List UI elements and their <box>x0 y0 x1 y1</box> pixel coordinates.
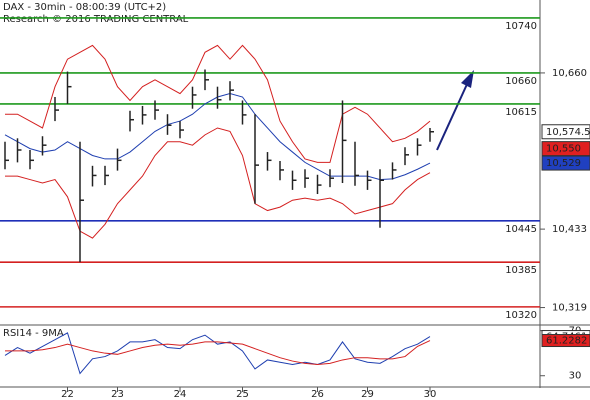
price-marker <box>541 155 590 171</box>
price-marker <box>541 124 590 140</box>
rsi-line <box>5 340 431 365</box>
value-marker <box>541 334 590 348</box>
x-tick-label: 26 <box>311 389 324 400</box>
price-marker-label: 10,574.5 <box>546 127 590 138</box>
rsi-line <box>4 332 431 375</box>
x-tick-label: 29 <box>361 389 374 400</box>
level-label: 10385 <box>505 265 537 276</box>
header-title: DAX - 30min - 08:00:39 (UTC+2) <box>3 2 166 13</box>
level-label: 10660 <box>505 76 537 87</box>
x-tick-label: 30 <box>424 389 437 400</box>
overlay-line <box>5 44 431 163</box>
price-marker-label: 10,529 <box>546 158 581 169</box>
level-label: 10740 <box>505 21 537 32</box>
rsi-title: RSI14 - 9MA <box>3 328 64 339</box>
price-marker-label: 10,550 <box>546 144 581 155</box>
level-label: 10445 <box>505 224 537 235</box>
x-tick-label: 22 <box>61 389 74 400</box>
x-tick-label: 25 <box>236 389 249 400</box>
y-tick-label: 10,319 <box>552 303 587 314</box>
level-label: 10320 <box>505 310 537 321</box>
forecast-arrow <box>436 70 474 151</box>
y-tick-label: 30 <box>569 371 582 382</box>
header-credit: Research © 2016 TRADING CENTRAL <box>3 14 189 25</box>
x-tick-label: 23 <box>111 389 124 400</box>
level-label: 10615 <box>505 107 537 118</box>
overlay-line <box>5 127 431 239</box>
y-tick-label: 10,660 <box>552 68 587 79</box>
y-tick-label: 10,433 <box>552 224 587 235</box>
value-marker-label: 61.2282 <box>546 336 587 347</box>
x-tick-label: 24 <box>174 389 187 400</box>
